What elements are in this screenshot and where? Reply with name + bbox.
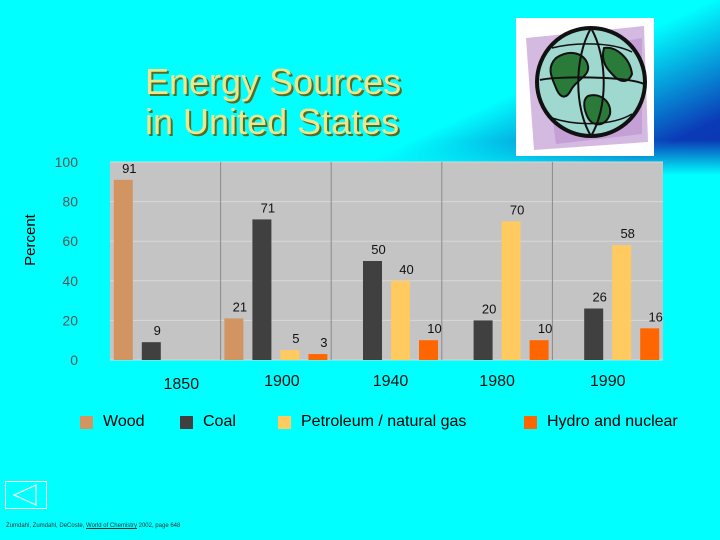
bar-coal-1940	[363, 261, 382, 360]
bar-petroleum-natural-gas-1990	[612, 245, 632, 360]
globe-icon	[526, 26, 648, 150]
legend-item: Coal	[180, 413, 236, 431]
gridlines	[110, 161, 663, 361]
legend-swatch	[180, 415, 193, 429]
citation-prefix: Zumdahl, Zumdahl, DeCoste,	[6, 523, 85, 529]
bar-value-label: 16	[648, 309, 662, 324]
bars	[113, 179, 660, 360]
x-tick-label: 1940	[373, 373, 409, 390]
bar-value-label: 9	[154, 323, 161, 338]
x-axis-ticks: 1850 1900 1940 1980 1990	[164, 373, 626, 393]
citation-book-link[interactable]: World of Chemistry	[86, 523, 137, 529]
bar-value-label: 40	[399, 262, 413, 277]
citation-suffix: 2002, page 648	[138, 523, 181, 529]
bar-wood-1900	[224, 318, 244, 360]
legend-item: Hydro and nuclear	[524, 413, 678, 431]
bar-value-label: 70	[510, 202, 524, 217]
bar-hydro-and-nuclear-1990	[640, 328, 660, 360]
legend-item: Wood	[80, 413, 145, 431]
bar-hydro-and-nuclear-1940	[419, 340, 438, 360]
y-tick-label: 60	[62, 233, 78, 249]
bar-value-label: 71	[261, 200, 275, 215]
slide-title: Energy Sources in United States	[145, 62, 475, 142]
y-tick-label: 20	[62, 312, 78, 328]
y-tick-label: 100	[55, 154, 79, 170]
bar-coal-1900	[252, 219, 272, 360]
legend: Wood Coal Petroleum / natural gas Hydro and…	[0, 413, 720, 437]
bar-wood-1850	[113, 179, 133, 360]
bar-coal-1850	[141, 342, 161, 360]
bar-value-label: 5	[292, 331, 299, 346]
bar-value-label: 91	[122, 161, 136, 176]
legend-swatch	[80, 415, 93, 429]
legend-swatch	[524, 415, 537, 429]
y-tick-label: 80	[62, 194, 78, 210]
bar-petroleum-natural-gas-1980	[501, 221, 521, 360]
x-tick-label: 1900	[264, 373, 300, 390]
bar-petroleum-natural-gas-1940	[391, 280, 410, 360]
legend-item: Petroleum / natural gas	[278, 413, 466, 431]
x-tick-label: 1990	[590, 373, 626, 390]
plot-area	[110, 162, 663, 360]
bar-value-label: 10	[538, 321, 552, 336]
y-axis-ticks: 0 20 40 60 80 100	[55, 154, 79, 368]
bar-labels: 91 9 21 71 5 3 50 40 10 20 70 10 26 58 16	[122, 161, 663, 350]
x-tick-label: 1850	[164, 376, 200, 393]
bar-coal-1990	[584, 308, 604, 360]
globe-clipart	[516, 18, 654, 156]
bar-value-label: 20	[482, 301, 496, 316]
legend-label: Hydro and nuclear	[547, 413, 678, 430]
y-tick-label: 0	[70, 352, 78, 368]
x-tick-label: 1980	[479, 373, 515, 390]
bar-hydro-and-nuclear-1980	[529, 340, 549, 360]
bar-value-label: 3	[320, 335, 327, 350]
y-tick-label: 40	[62, 273, 78, 289]
title-line-2: in United States	[145, 101, 400, 142]
legend-label: Petroleum / natural gas	[301, 413, 467, 430]
nav-back-button[interactable]	[5, 481, 47, 509]
citation: Zumdahl, Zumdahl, DeCoste, World of Chem…	[6, 523, 180, 529]
legend-label: Coal	[203, 413, 236, 430]
bar-value-label: 26	[592, 290, 606, 305]
bar-value-label: 21	[233, 299, 247, 314]
bar-value-label: 58	[620, 226, 634, 241]
bar-value-label: 10	[427, 321, 441, 336]
bar-coal-1980	[473, 320, 493, 360]
legend-label: Wood	[103, 413, 145, 430]
legend-swatch	[278, 415, 291, 429]
bar-value-label: 50	[371, 242, 385, 257]
bar-hydro-and-nuclear-1900	[308, 354, 328, 360]
title-line-1: Energy Sources	[145, 61, 402, 102]
back-triangle-icon	[12, 484, 37, 506]
bar-petroleum-natural-gas-1900	[280, 350, 300, 360]
